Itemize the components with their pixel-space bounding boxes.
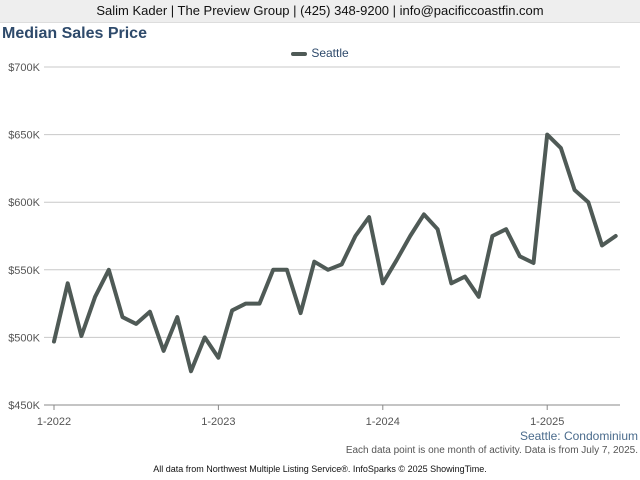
data-note: Each data point is one month of activity… [345, 445, 638, 456]
y-tick-label: $700K [8, 62, 40, 74]
y-tick-label: $450K [8, 400, 40, 412]
series-line-seattle [52, 132, 618, 374]
y-tick-label: $500K [8, 332, 40, 344]
x-tick-label: 1-2023 [201, 416, 235, 428]
legend-label-seattle: Seattle [311, 46, 349, 60]
y-axis-ticks: $450K $500K $550K $600K $650K $700K [8, 62, 40, 412]
chart-subtitle: Seattle: Condominium [519, 429, 638, 443]
y-tick-label: $650K [8, 130, 40, 142]
x-tick-label: 1-2024 [366, 416, 400, 428]
x-axis-ticks: 1-2022 1-2023 1-2024 1-2025 [37, 405, 564, 428]
contact-header: Salim Kader | The Preview Group | (425) … [0, 0, 640, 23]
legend-swatch [291, 51, 308, 56]
series-lines [52, 132, 618, 374]
legend: Seattle [0, 46, 640, 60]
y-tick-label: $600K [8, 197, 40, 209]
line-chart: $450K$500K$550K$600K$650K$700K 1-2022 1-2… [8, 62, 620, 428]
x-tick-label: 1-2025 [530, 416, 564, 428]
x-tick-label: 1-2022 [37, 416, 71, 428]
chart-title: Median Sales Price [2, 25, 147, 42]
source-footer: All data from Northwest Multiple Listing… [153, 464, 487, 474]
grid-lines [44, 66, 620, 406]
y-tick-label: $550K [8, 265, 40, 277]
